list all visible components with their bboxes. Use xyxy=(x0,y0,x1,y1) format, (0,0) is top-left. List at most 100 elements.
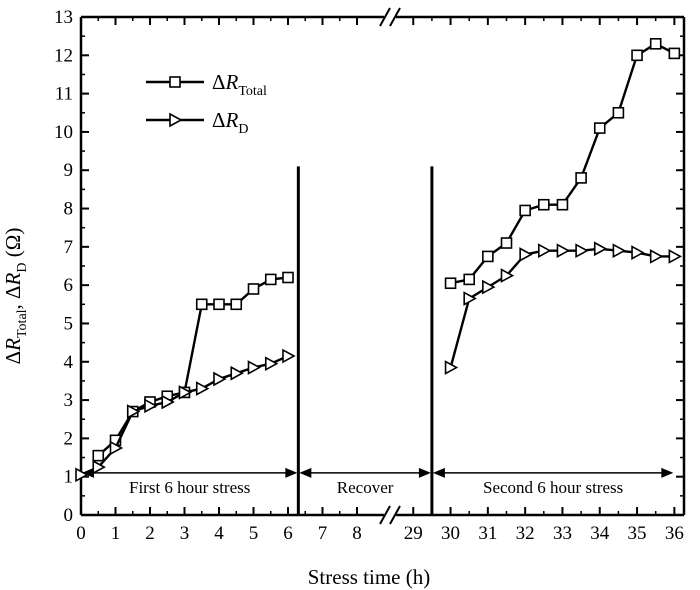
y-tick-label: 12 xyxy=(54,45,73,66)
data-point xyxy=(92,459,106,475)
series-line xyxy=(80,354,289,476)
data-point xyxy=(593,241,608,257)
x-tick-label: 8 xyxy=(352,523,362,544)
data-point xyxy=(649,249,664,264)
data-point xyxy=(519,204,531,217)
phase-arrow-head-left xyxy=(432,467,445,478)
x-tick-label: 3 xyxy=(180,523,190,544)
data-point xyxy=(556,243,571,259)
data-point xyxy=(144,398,158,414)
y-tick-label: 4 xyxy=(64,352,74,373)
y-tick-label: 9 xyxy=(64,160,74,181)
bottom-break-stroke-2 xyxy=(389,505,401,525)
data-point xyxy=(92,449,105,462)
legend-marker xyxy=(169,112,183,128)
data-point xyxy=(631,49,643,62)
x-tick-label: 0 xyxy=(76,523,86,544)
legend-marker xyxy=(169,76,181,88)
data-point xyxy=(668,249,683,264)
legend: ΔRTotal ΔRD xyxy=(146,70,267,137)
x-tick-label: 2 xyxy=(145,523,155,544)
phase-arrow-head-right xyxy=(418,467,431,478)
data-point xyxy=(500,237,513,249)
legend-label: ΔRTotal xyxy=(212,70,267,99)
phase-label: First 6 hour stress xyxy=(129,478,250,497)
x-tick-label: 5 xyxy=(249,523,259,544)
axis-break-marks xyxy=(379,7,401,525)
data-point xyxy=(444,360,459,375)
x-tick-label: 33 xyxy=(553,523,572,544)
phase-label: Recover xyxy=(337,478,394,497)
bottom-break-stroke-1 xyxy=(379,505,391,525)
x-tick-label: 4 xyxy=(214,523,224,544)
x-tick-label: 36 xyxy=(665,523,684,544)
data-point xyxy=(575,243,589,259)
data-point xyxy=(463,273,476,286)
y-tick-label: 10 xyxy=(54,122,73,143)
plot-frame xyxy=(79,15,686,517)
data-point xyxy=(75,467,89,483)
y-tick-label: 1 xyxy=(64,467,74,488)
x-tick-label: 6 xyxy=(283,523,293,544)
y-tick-label: 13 xyxy=(54,7,73,28)
y-tick-label: 8 xyxy=(64,199,74,220)
phase-label: Second 6 hour stress xyxy=(483,478,623,497)
data-point xyxy=(519,247,533,262)
data-point xyxy=(247,283,260,295)
data-point xyxy=(247,360,262,375)
data-point xyxy=(264,273,277,286)
data-point xyxy=(178,385,193,400)
data-point xyxy=(230,365,244,381)
data-point xyxy=(593,122,606,134)
data-point xyxy=(482,250,494,263)
phase-arrow-head-left xyxy=(299,467,312,478)
x-axis-label: Stress time (h) xyxy=(308,565,430,589)
data-point xyxy=(538,243,552,259)
top-break-stroke-2 xyxy=(389,7,401,27)
data-point xyxy=(109,440,124,456)
data-point xyxy=(575,172,587,184)
y-tick-label: 3 xyxy=(64,390,74,411)
x-tick-label: 32 xyxy=(516,523,535,544)
x-tick-label: 7 xyxy=(318,523,328,544)
legend-label: ΔRD xyxy=(212,108,248,137)
data-point xyxy=(264,356,279,372)
data-point xyxy=(230,298,243,311)
phase-annotations: First 6 hour stress Recover Second 6 hour … xyxy=(82,166,674,515)
data-point xyxy=(649,38,662,50)
x-tick-label: 31 xyxy=(478,523,497,544)
data-point xyxy=(213,371,227,387)
data-point xyxy=(463,291,477,306)
x-tick-label: 30 xyxy=(441,523,460,544)
x-tick-label: 35 xyxy=(628,523,647,544)
x-tick-label: 29 xyxy=(404,523,423,544)
series-line xyxy=(449,247,675,368)
phase-arrow-head-right xyxy=(285,467,298,478)
phase-arrow-head-right xyxy=(661,467,674,478)
data-point xyxy=(556,198,569,211)
data-point xyxy=(195,381,210,396)
data-series xyxy=(75,38,683,483)
data-point xyxy=(126,404,141,419)
data-point xyxy=(500,268,515,283)
y-tick-label: 5 xyxy=(64,313,74,334)
data-point xyxy=(213,298,225,311)
y-axis-label: ΔRTotal, ΔRD (Ω) xyxy=(1,228,30,365)
data-point xyxy=(612,243,627,259)
y-tick-label: 2 xyxy=(64,428,74,449)
data-point xyxy=(537,198,550,211)
data-point xyxy=(282,271,294,284)
data-point xyxy=(482,279,496,295)
y-tick-label: 6 xyxy=(64,275,74,296)
data-point xyxy=(612,106,625,119)
svg-text:ΔRTotal, ΔRD (Ω): ΔRTotal, ΔRD (Ω) xyxy=(1,228,30,365)
data-point xyxy=(282,348,296,364)
y-tick-label: 11 xyxy=(55,84,73,105)
series-delta-r-d xyxy=(75,241,683,483)
x-tick-label: 1 xyxy=(111,523,121,544)
data-point xyxy=(444,277,457,290)
top-break-stroke-1 xyxy=(379,7,391,27)
data-point xyxy=(631,245,645,260)
